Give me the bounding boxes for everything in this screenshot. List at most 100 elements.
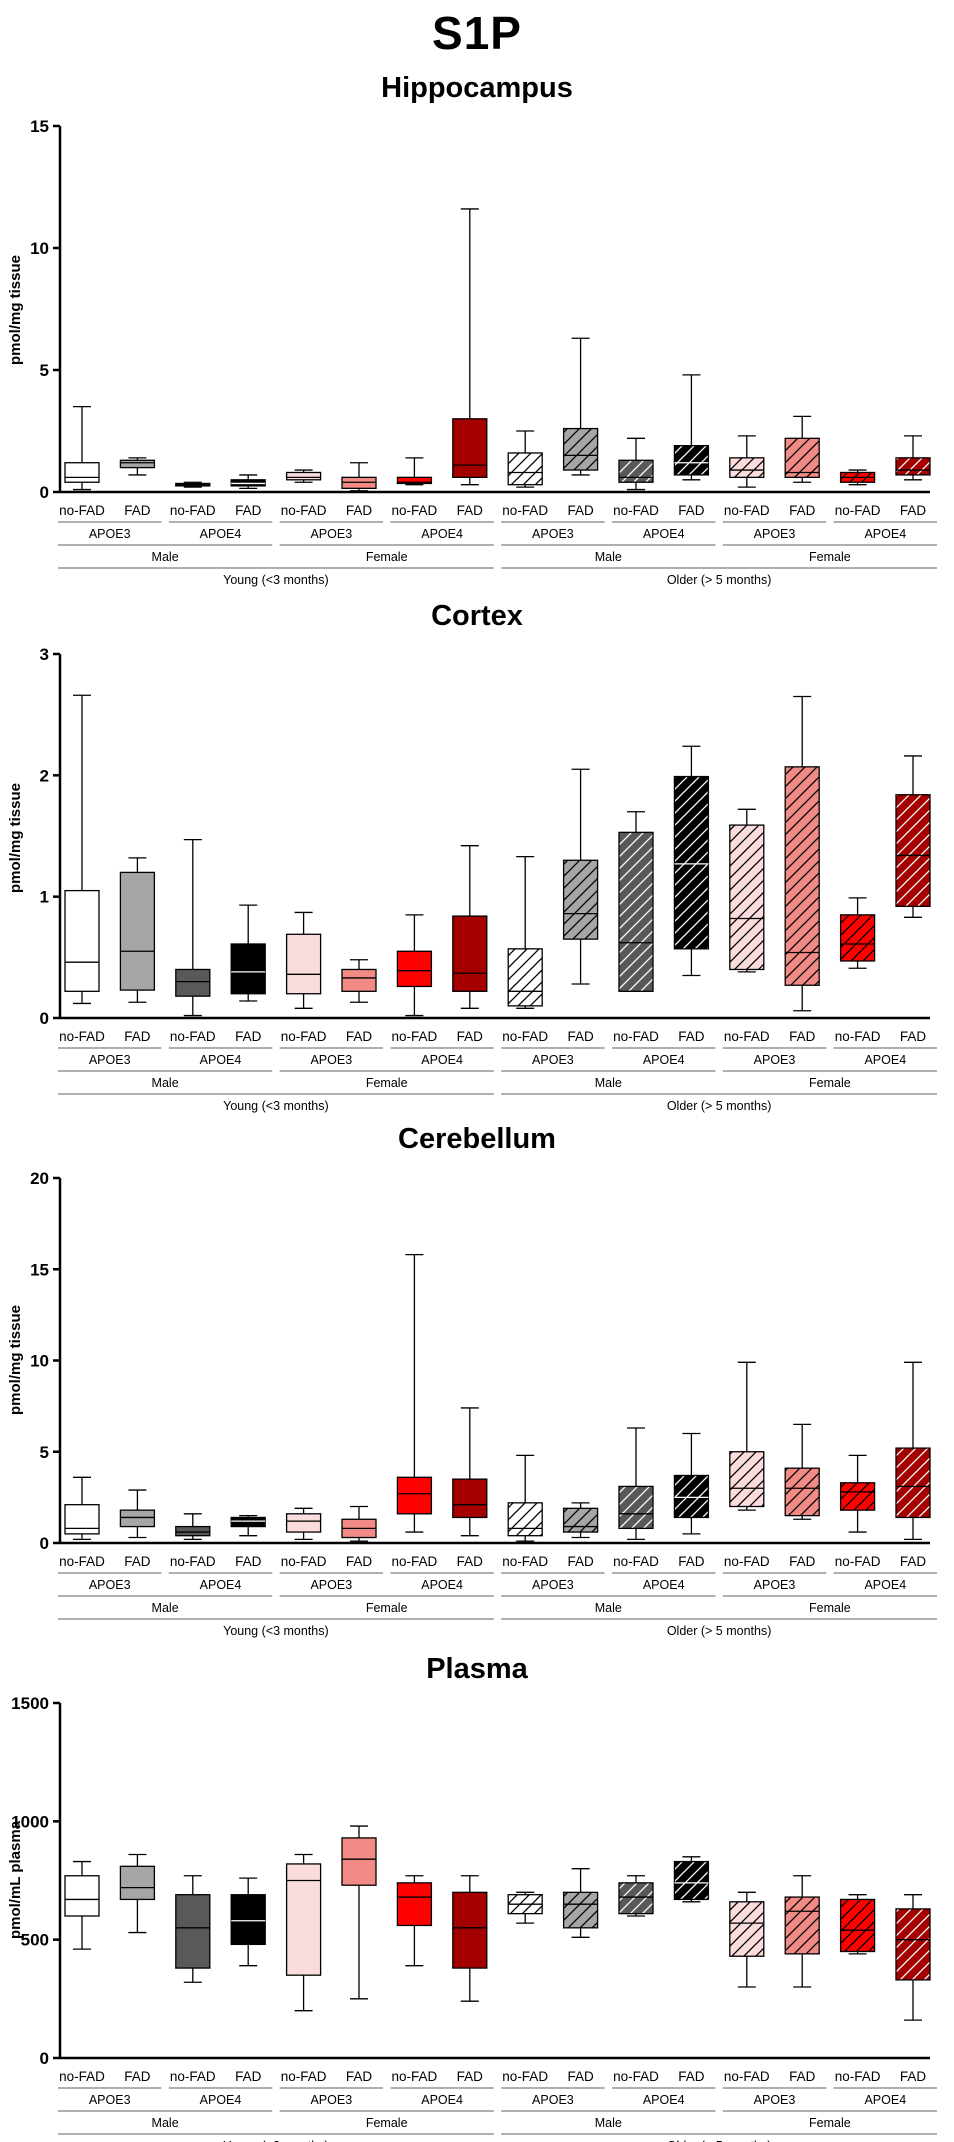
y-tick-label: 20 [30, 1169, 49, 1188]
box-body [839, 1898, 876, 1953]
box-9 [562, 1502, 599, 1539]
x-category-label: no-FAD [724, 1554, 770, 1569]
genotype-group-label: APOE4 [643, 1053, 685, 1067]
genotype-group-label: APOE3 [89, 1053, 131, 1067]
box-11 [673, 1432, 710, 1535]
genotype-group-label: APOE3 [754, 1053, 796, 1067]
box-5 [341, 462, 377, 492]
genotype-group-label: APOE4 [421, 1578, 463, 1592]
sex-group-label: Female [366, 1601, 408, 1615]
x-category-label: no-FAD [392, 503, 438, 518]
x-category-label: FAD [235, 1029, 262, 1044]
age-group-label: Young (<3 months) [223, 2139, 329, 2142]
x-category-label: FAD [124, 503, 151, 518]
box-13 [784, 1423, 820, 1520]
x-category-label: FAD [124, 1554, 151, 1569]
box-body [452, 418, 488, 479]
sex-group-label: Male [152, 1601, 179, 1615]
box-13 [784, 1875, 820, 1988]
x-category-label: FAD [678, 1554, 705, 1569]
box-body [673, 444, 710, 476]
box-12 [729, 808, 765, 973]
box-body [618, 1882, 654, 1915]
box-body [562, 1507, 599, 1533]
box-body [396, 950, 433, 988]
box-4 [285, 911, 322, 1009]
box-body [839, 1482, 876, 1511]
box-body [562, 1891, 599, 1929]
box-1 [119, 1853, 156, 1934]
x-category-label: no-FAD [392, 2069, 438, 2084]
box-1 [119, 457, 156, 476]
x-category-label: no-FAD [170, 503, 216, 518]
sex-group-label: Male [152, 550, 179, 564]
y-tick-label: 5 [40, 361, 49, 380]
age-group-label: Young (<3 months) [223, 1624, 329, 1638]
age-group-label: Young (<3 months) [223, 1099, 329, 1113]
box-8 [507, 1454, 543, 1542]
x-category-label: FAD [457, 503, 484, 518]
x-category-label: no-FAD [835, 1029, 881, 1044]
box-14 [839, 469, 876, 486]
sex-group-label: Male [152, 2116, 179, 2130]
y-tick-label: 2 [40, 766, 49, 785]
x-category-label: no-FAD [613, 503, 659, 518]
genotype-group-label: APOE3 [89, 1578, 131, 1592]
genotype-group-label: APOE4 [864, 1053, 906, 1067]
box-body [175, 968, 211, 997]
box-body [507, 1502, 543, 1537]
x-category-label: FAD [567, 1554, 594, 1569]
box-body [341, 968, 377, 992]
box-12 [729, 1891, 765, 1988]
box-13 [784, 695, 820, 1012]
box-7 [452, 845, 488, 1009]
genotype-group-label: APOE3 [754, 2093, 796, 2107]
x-category-label: FAD [457, 1029, 484, 1044]
genotype-group-label: APOE3 [532, 1053, 574, 1067]
x-category-label: no-FAD [835, 2069, 881, 2084]
box-body [895, 1447, 931, 1519]
box-body [64, 1875, 100, 1917]
box-4 [285, 469, 322, 483]
y-tick-label: 1500 [11, 1694, 49, 1713]
box-body [729, 1901, 765, 1957]
x-category-label: FAD [567, 503, 594, 518]
genotype-group-label: APOE4 [421, 2093, 463, 2107]
box-body [64, 889, 100, 992]
y-tick-label: 15 [30, 1260, 49, 1279]
x-category-label: no-FAD [59, 1029, 105, 1044]
y-axis-label: pmol/mg tissue [7, 1305, 24, 1415]
genotype-group-label: APOE4 [643, 527, 685, 541]
box-body [452, 1478, 488, 1519]
sex-group-label: Male [595, 1076, 622, 1090]
x-category-label: no-FAD [392, 1554, 438, 1569]
box-14 [839, 1894, 876, 1955]
box-body [839, 914, 876, 962]
box-3 [230, 474, 266, 489]
x-category-label: no-FAD [613, 2069, 659, 2084]
genotype-group-label: APOE3 [310, 2093, 352, 2107]
box-1 [119, 857, 156, 1003]
box-body [64, 1504, 100, 1535]
box-body [396, 1476, 433, 1515]
x-category-label: FAD [678, 1029, 705, 1044]
box-body [618, 1485, 654, 1530]
box-11 [673, 374, 710, 481]
box-6 [396, 1875, 433, 1967]
genotype-group-label: APOE4 [864, 2093, 906, 2107]
box-5 [341, 1825, 377, 2000]
box-11 [673, 745, 710, 977]
x-category-label: no-FAD [59, 503, 105, 518]
x-category-label: FAD [900, 1029, 927, 1044]
box-body [230, 1516, 266, 1528]
box-15 [895, 435, 931, 481]
box-10 [618, 1875, 654, 1917]
genotype-group-label: APOE4 [421, 1053, 463, 1067]
genotype-group-label: APOE3 [532, 2093, 574, 2107]
age-group-label: Older (> 5 months) [667, 1624, 772, 1638]
y-tick-label: 3 [40, 645, 49, 664]
panel-title: Hippocampus [381, 72, 573, 104]
box-body [285, 471, 322, 481]
box-body [285, 933, 322, 995]
box-body [784, 766, 820, 986]
